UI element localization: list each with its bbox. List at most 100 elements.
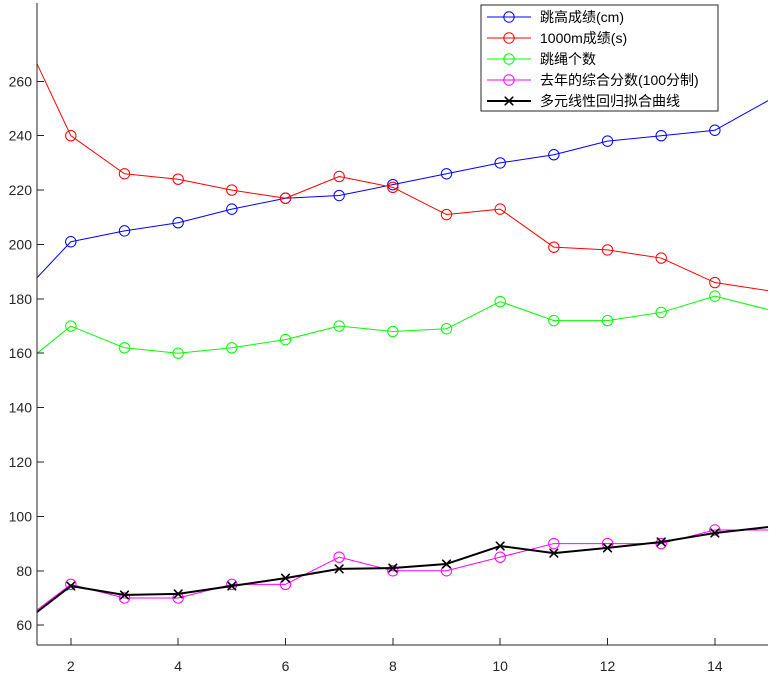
rope-skip-point — [601, 314, 614, 327]
last-year-score-point — [655, 537, 667, 550]
y-tick-label: 100 — [9, 508, 33, 524]
axes: 2 4 6 8 10 12 14 60 80 100 120 140 160 180 200 220 240 26… — [9, 3, 768, 674]
regression-fit-line — [37, 526, 768, 614]
regression-fit-point-stroke — [495, 541, 505, 551]
high-jump-point — [65, 236, 77, 248]
y-tick-label: 220 — [9, 182, 33, 198]
y-tick-label: 260 — [9, 73, 33, 89]
high-jump-point — [655, 129, 667, 142]
y-tick-label: 240 — [9, 128, 33, 144]
legend-marker-high-jump — [503, 11, 515, 23]
run-1000m-point — [709, 276, 721, 289]
run-1000m-point — [118, 168, 131, 180]
last-year-score-point — [548, 537, 560, 550]
regression-fit-point — [334, 564, 344, 574]
regression-fit-point — [549, 548, 559, 558]
rope-skip-series — [37, 290, 768, 359]
run-1000m-point — [333, 170, 345, 183]
legend-marker-regression-fit-stroke — [504, 96, 514, 106]
last-year-score-point — [709, 524, 721, 536]
rope-skip-line — [37, 295, 768, 355]
last-year-score-point — [387, 565, 399, 577]
legend-entry-regression-fit: 多元线性回归拟合曲线 — [487, 93, 680, 109]
high-jump-line — [37, 100, 768, 279]
regression-fit-point — [66, 581, 76, 591]
regression-fit-point — [602, 543, 613, 553]
regression-fit-point-stroke — [119, 590, 130, 600]
last-year-score-point — [494, 551, 506, 563]
x-tick-label: 4 — [174, 658, 182, 674]
regression-fit-point — [173, 589, 183, 599]
regression-fit-point — [441, 559, 452, 569]
legend-marker-last-year-score — [503, 74, 515, 86]
y-tick-label: 200 — [9, 236, 33, 252]
x-tick-label: 2 — [67, 658, 75, 674]
regression-fit-point-stroke — [549, 548, 559, 558]
run-1000m-point — [655, 252, 667, 264]
rope-skip-point — [387, 325, 399, 338]
last-year-score-point — [333, 551, 345, 563]
y-tick-label: 60 — [16, 617, 32, 633]
regression-fit-point-stroke — [388, 563, 398, 573]
regression-fit-point-stroke — [173, 589, 183, 599]
regression-fit-point — [280, 573, 291, 583]
legend-entry-high-jump: 跳高成绩(cm) — [487, 9, 624, 25]
high-jump-point — [440, 168, 453, 180]
run-1000m-series — [37, 62, 768, 292]
x-tick-label: 8 — [389, 658, 397, 674]
run-1000m-point — [226, 184, 238, 196]
regression-fit-point — [119, 590, 130, 600]
rope-skip-point — [118, 342, 131, 354]
x-tick-label: 6 — [282, 658, 290, 674]
legend-marker-run-1000m — [503, 32, 515, 44]
x-tick-label: 12 — [600, 658, 616, 674]
run-1000m-point — [601, 244, 614, 256]
run-1000m-point — [548, 241, 560, 253]
legend-label-regression-fit: 多元线性回归拟合曲线 — [540, 93, 680, 109]
legend-label-rope-skip: 跳绳个数 — [540, 51, 596, 67]
regression-fit-point-stroke — [334, 564, 344, 574]
y-tick-label: 120 — [9, 454, 33, 470]
rope-skip-point — [65, 320, 77, 332]
high-jump-point — [226, 203, 238, 215]
run-1000m-point — [279, 192, 292, 204]
high-jump-point — [118, 225, 131, 237]
rope-skip-point — [709, 290, 721, 302]
y-tick-label: 80 — [16, 563, 32, 579]
rope-skip-point — [226, 342, 238, 354]
plot-area — [37, 62, 768, 614]
run-1000m-point — [494, 203, 506, 215]
high-jump-point — [387, 178, 399, 191]
legend-box — [480, 4, 719, 112]
regression-fit-point — [656, 537, 666, 547]
rope-skip-point — [172, 347, 184, 359]
rope-skip-point — [279, 333, 292, 346]
legend-entry-rope-skip: 跳绳个数 — [487, 51, 596, 67]
high-jump-point — [601, 135, 614, 147]
rope-skip-point — [548, 314, 560, 327]
x-tick-label: 10 — [492, 658, 508, 674]
legend-marker-regression-fit — [504, 96, 514, 106]
regression-fit-point — [710, 528, 720, 538]
regression-fit-point-stroke — [280, 573, 291, 583]
last-year-score-point — [65, 578, 77, 591]
legend-entry-last-year-score: 去年的综合分数(100分制) — [487, 72, 699, 88]
rope-skip-point — [494, 295, 506, 308]
rope-skip-point — [655, 306, 667, 319]
legend-label-high-jump: 跳高成绩(cm) — [540, 9, 624, 25]
high-jump-point — [494, 157, 506, 169]
regression-fit-point — [388, 563, 398, 573]
run-1000m-point — [65, 129, 77, 142]
legend-entry-run-1000m: 1000m成绩(s) — [487, 30, 627, 46]
last-year-score-series — [37, 524, 768, 611]
y-tick-label: 180 — [9, 291, 33, 307]
y-tick-label: 160 — [9, 345, 33, 361]
y-tick-label: 140 — [9, 400, 33, 416]
high-jump-series — [37, 100, 768, 279]
regression-fit-point-stroke — [441, 559, 452, 569]
last-year-score-point — [118, 592, 131, 604]
regression-fit-point-stroke — [66, 581, 76, 591]
high-jump-point — [333, 189, 345, 202]
